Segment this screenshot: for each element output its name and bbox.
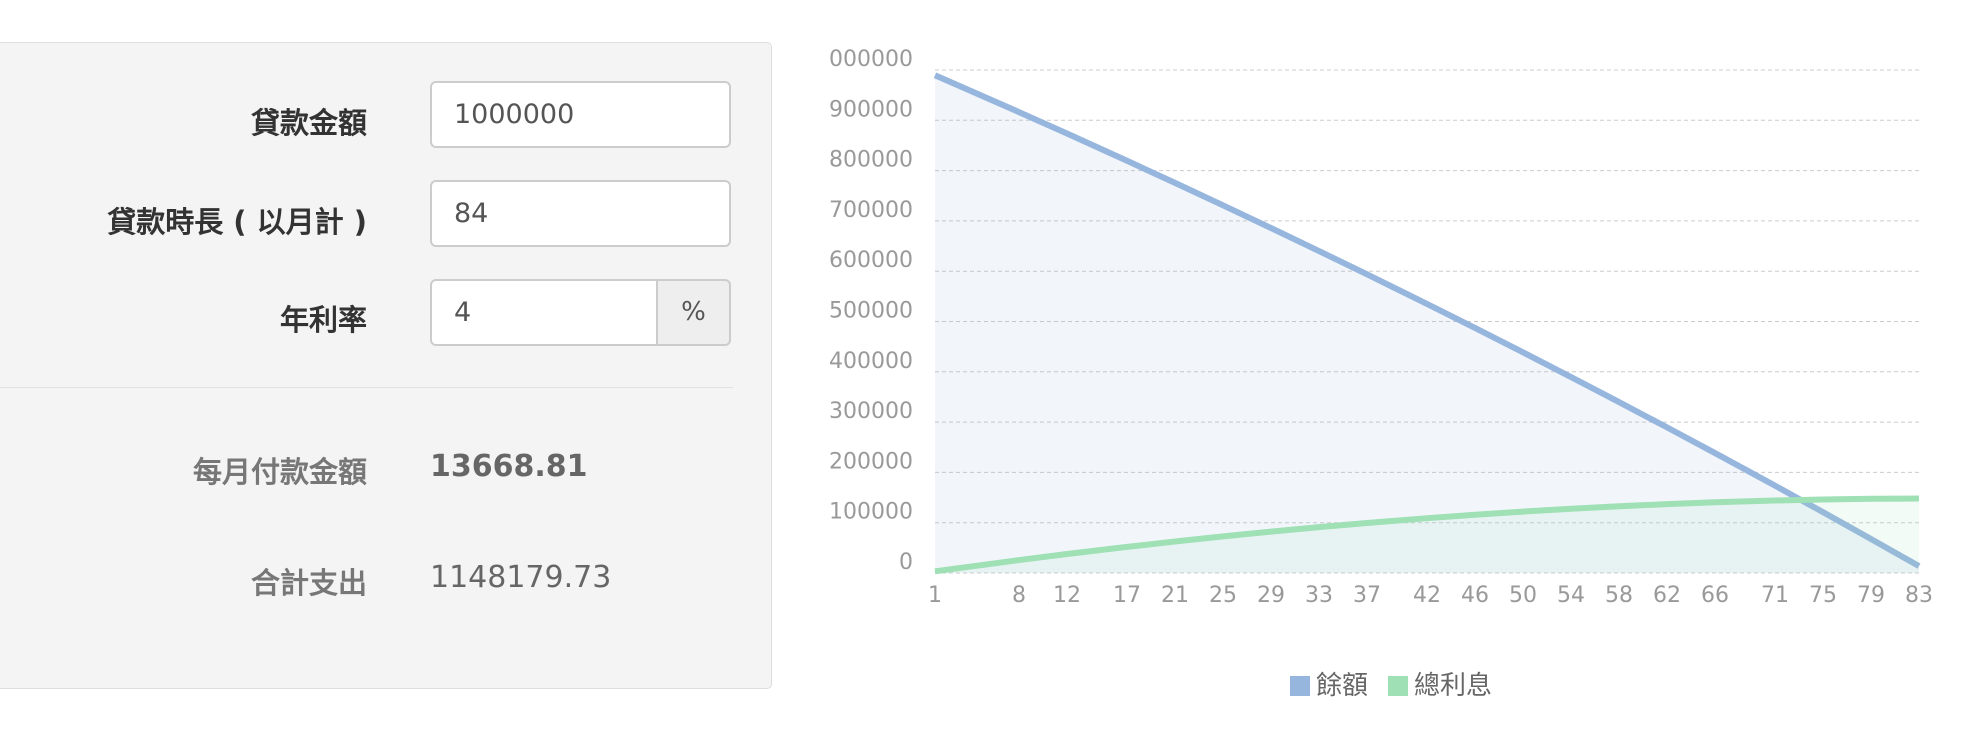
x-tick-label: 25 [1209,583,1237,608]
y-tick-label: 300000 [829,399,913,424]
y-tick-label: 600000 [829,248,913,273]
field-label: 貸款金額 [250,106,367,140]
x-tick-label: 54 [1557,583,1585,608]
input-addon: % [656,279,731,346]
x-tick-label: 37 [1353,583,1381,608]
field-label: 年利率 [279,303,367,337]
x-tick-label: 79 [1857,583,1885,608]
y-tick-label: 200000 [829,449,913,474]
y-tick-label: 900000 [829,97,913,122]
y-tick-label: 700000 [829,198,913,223]
x-tick-label: 71 [1761,583,1789,608]
text-input[interactable]: 84 [430,180,731,247]
y-tick-label: 0 [899,550,913,575]
x-tick-label: 83 [1905,583,1933,608]
x-tick-label: 33 [1305,583,1333,608]
legend-swatch [1290,676,1310,696]
x-tick-label: 1 [928,583,942,608]
x-tick-label: 75 [1809,583,1837,608]
x-tick-label: 29 [1257,583,1285,608]
area-fill [935,498,1919,573]
x-tick-label: 21 [1161,583,1189,608]
x-tick-label: 12 [1053,583,1081,608]
form-panel [0,42,772,689]
x-tick-label: 42 [1413,583,1441,608]
x-tick-label: 17 [1113,583,1141,608]
x-tick-label: 66 [1701,583,1729,608]
y-tick-label: 000000 [829,47,913,72]
y-tick-label: 800000 [829,148,913,173]
y-tick-label: 100000 [829,500,913,525]
legend-label: 總利息 [1414,671,1492,701]
divider [0,387,733,388]
result-label: 合計支出 [250,566,367,600]
legend-label: 餘額 [1316,671,1368,701]
area-fill [935,75,1919,574]
y-tick-label: 500000 [829,299,913,324]
y-tick-label: 400000 [829,349,913,374]
x-tick-label: 58 [1605,583,1633,608]
x-tick-label: 50 [1509,583,1537,608]
line [934,495,1920,575]
x-tick-label: 8 [1012,583,1026,608]
result-value: 13668.81 [430,449,588,484]
text-input[interactable]: 1000000 [430,81,731,148]
legend-swatch [1388,676,1409,696]
text-input[interactable]: 4 [430,279,660,346]
x-tick-label: 62 [1653,583,1681,608]
line [933,72,1921,569]
field-label: 貸款時長 ( 以月計 ) [107,205,367,239]
result-value: 1148179.73 [430,560,612,595]
x-tick-label: 46 [1461,583,1489,608]
result-label: 每月付款金額 [192,455,367,489]
